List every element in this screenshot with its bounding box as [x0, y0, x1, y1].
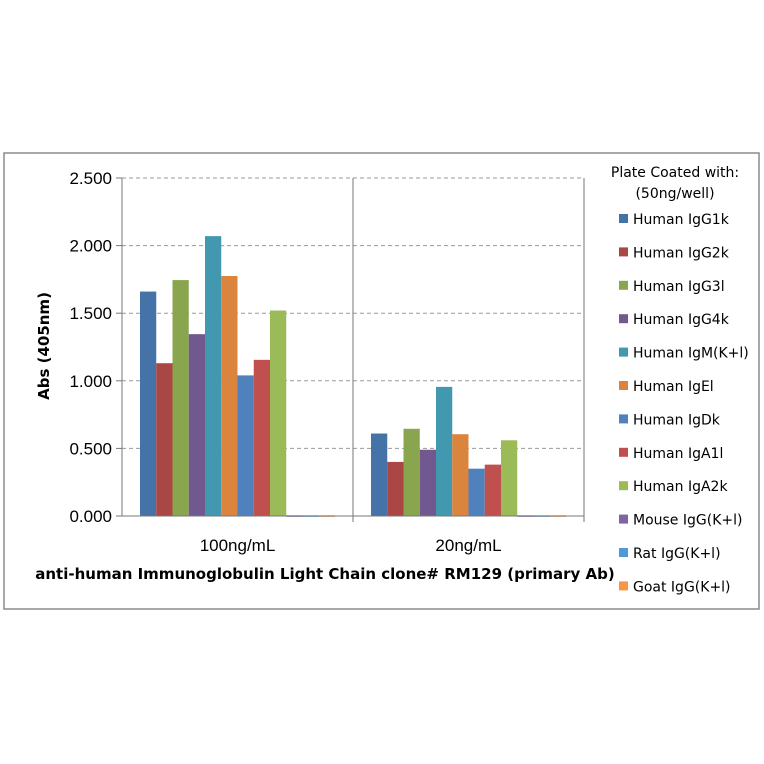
bar [188, 334, 205, 516]
legend-label: Human IgG3l [633, 279, 725, 295]
legend-label: Human IgG2k [633, 245, 730, 261]
bar [221, 276, 238, 516]
legend-label: Mouse IgG(K+l) [633, 513, 742, 529]
bar [387, 461, 404, 516]
legend-label: Human IgG4k [633, 312, 730, 328]
legend-swatch [619, 247, 628, 257]
legend-label: Human IgA2k [633, 479, 728, 495]
legend-label: Human IgG1k [633, 212, 730, 228]
bar [452, 434, 469, 516]
bar [205, 236, 222, 517]
legend-label: Human IgM(K+l) [633, 346, 749, 362]
bar [172, 280, 189, 516]
y-tick-label: 0.000 [69, 507, 112, 526]
x-category-labels: 100ng/mL 20ng/mL [200, 536, 502, 555]
legend-swatch [619, 314, 628, 324]
legend-swatch [619, 347, 628, 357]
bar [140, 291, 157, 516]
legend-label: Human IgDk [633, 412, 721, 428]
bar [484, 464, 501, 516]
y-tick-label: 0.500 [69, 439, 112, 458]
bar [419, 449, 436, 516]
bar [156, 363, 173, 516]
legend-label: Human IgEl [633, 379, 714, 395]
bar [270, 310, 287, 516]
bar [403, 428, 420, 516]
x-category-label: 100ng/mL [200, 536, 276, 555]
legend-swatch [619, 481, 628, 491]
y-tick-labels: 0.000 0.500 1.000 1.500 2.000 2.500 [69, 169, 112, 526]
legend-label: Goat IgG(K+l) [633, 579, 731, 595]
legend-swatch [619, 514, 628, 524]
axes [121, 178, 585, 522]
legend: Human IgG1k Human IgG2k Human IgG3l Human I… [619, 212, 749, 595]
bar [371, 433, 388, 516]
y-axis-title: Abs (405nm) [35, 292, 53, 400]
legend-swatch [619, 548, 628, 557]
bar [501, 440, 518, 516]
legend-swatch [619, 447, 628, 457]
bar [237, 375, 254, 516]
y-tick-label: 1.000 [69, 372, 112, 391]
legend-swatch [619, 414, 628, 424]
legend-label: Human IgA1l [633, 446, 723, 462]
x-category-label: 20ng/mL [435, 536, 501, 555]
legend-swatch [619, 280, 628, 290]
legend-title-line2: (50ng/well) [635, 186, 714, 202]
x-axis-title: anti-human Immunoglobulin Light Chain cl… [35, 565, 614, 583]
legend-swatch [619, 214, 628, 223]
legend-swatch [619, 381, 628, 390]
bar [253, 359, 270, 516]
legend-label: Rat IgG(K+l) [633, 546, 721, 562]
bars [140, 236, 566, 517]
legend-swatch [619, 581, 628, 591]
y-tick-label: 2.000 [69, 237, 112, 256]
bar [436, 386, 453, 516]
y-tick-label: 1.500 [69, 304, 112, 323]
legend-title-line1: Plate Coated with: [611, 165, 739, 181]
y-tick-label: 2.500 [69, 169, 112, 188]
bar [468, 468, 485, 516]
